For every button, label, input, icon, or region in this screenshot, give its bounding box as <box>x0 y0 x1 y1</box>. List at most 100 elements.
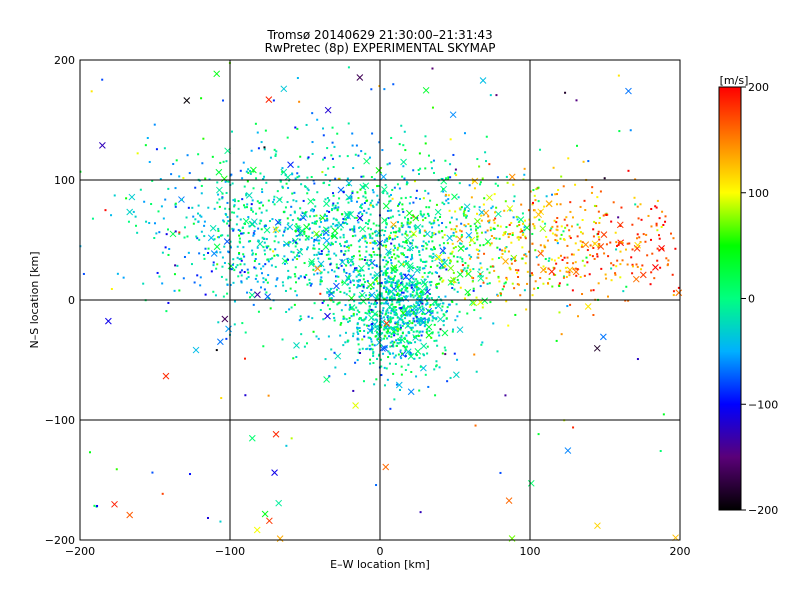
data-point <box>240 280 243 283</box>
data-point <box>367 227 370 230</box>
data-point <box>376 357 379 360</box>
data-point <box>420 294 423 297</box>
data-point <box>398 227 401 230</box>
data-point <box>240 269 243 272</box>
data-point <box>247 240 250 243</box>
data-point <box>444 295 447 298</box>
data-point <box>473 353 476 356</box>
data-point <box>186 235 189 238</box>
data-point <box>358 250 361 253</box>
data-point <box>425 296 428 299</box>
data-point <box>499 292 502 295</box>
data-point <box>593 204 596 207</box>
data-point <box>192 222 195 225</box>
data-point-x <box>303 223 310 231</box>
data-point <box>408 270 411 273</box>
data-point <box>203 257 206 260</box>
data-point <box>505 226 508 229</box>
data-point <box>504 247 507 250</box>
data-point <box>336 224 339 227</box>
data-point <box>345 293 348 296</box>
data-point <box>323 156 326 159</box>
data-point <box>221 256 224 259</box>
data-point <box>431 248 434 251</box>
data-point <box>473 187 476 190</box>
data-point <box>562 230 565 233</box>
data-point <box>218 198 221 201</box>
data-point <box>378 141 381 144</box>
data-point <box>446 310 449 313</box>
data-point <box>411 239 414 242</box>
data-point-x <box>126 208 134 216</box>
data-point <box>320 280 323 283</box>
data-point <box>313 247 316 250</box>
data-point <box>348 287 351 290</box>
data-point <box>459 286 462 289</box>
data-point <box>330 348 333 351</box>
data-point <box>247 276 250 279</box>
data-point <box>402 144 405 147</box>
data-point <box>334 204 337 207</box>
data-point <box>263 241 266 244</box>
data-point-x <box>482 209 490 217</box>
data-point <box>218 236 221 239</box>
data-point <box>669 232 672 235</box>
data-point <box>423 267 426 270</box>
data-point <box>365 348 368 351</box>
data-point <box>207 251 210 254</box>
data-point <box>299 315 302 318</box>
data-point <box>427 271 430 274</box>
data-point-x <box>373 271 381 278</box>
data-point <box>174 187 177 190</box>
data-point <box>656 229 659 232</box>
data-point <box>223 245 226 248</box>
data-point <box>569 201 572 204</box>
data-point <box>362 175 365 178</box>
data-point <box>476 212 479 215</box>
data-point <box>442 279 445 282</box>
data-point <box>319 233 322 236</box>
data-point <box>435 365 438 368</box>
data-point <box>200 215 203 218</box>
y-tick-label: −200 <box>45 534 75 547</box>
data-point <box>389 341 392 344</box>
data-point <box>346 177 349 180</box>
data-point <box>521 230 524 233</box>
data-point <box>438 230 441 233</box>
data-point <box>466 247 469 250</box>
data-point <box>438 275 441 278</box>
data-point <box>456 290 459 293</box>
data-point <box>390 272 393 275</box>
data-point <box>326 217 329 220</box>
data-point <box>509 268 512 271</box>
data-point <box>531 201 534 204</box>
data-point <box>504 281 507 284</box>
data-point <box>290 250 293 253</box>
data-point <box>306 192 309 195</box>
data-point <box>453 288 456 291</box>
data-point <box>246 268 249 271</box>
data-point <box>422 245 425 248</box>
data-point <box>374 305 377 308</box>
data-point <box>481 306 484 309</box>
data-point <box>528 218 531 221</box>
data-point <box>323 214 326 217</box>
data-point <box>371 241 374 244</box>
data-point <box>261 191 264 194</box>
data-point-x <box>272 226 280 234</box>
data-point <box>352 314 355 317</box>
data-point <box>672 237 675 240</box>
data-point <box>359 329 362 332</box>
data-point <box>414 226 417 229</box>
data-point <box>406 321 409 324</box>
colorbar-tick-label: −200 <box>748 504 778 517</box>
data-point <box>389 296 392 299</box>
data-point <box>294 266 297 269</box>
data-point <box>448 209 451 212</box>
data-point <box>421 290 424 293</box>
data-point-x <box>281 257 289 265</box>
data-point <box>420 290 423 293</box>
data-point <box>522 178 525 181</box>
data-point <box>204 293 207 296</box>
data-point <box>419 316 422 319</box>
